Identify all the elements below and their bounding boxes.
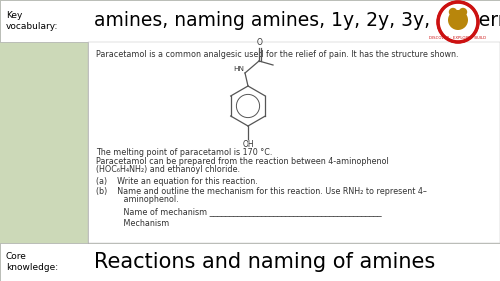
Text: HN: HN: [233, 66, 244, 72]
Text: amines, naming amines, 1y, 2y, 3y, quaternary: amines, naming amines, 1y, 2y, 3y, quate…: [94, 12, 500, 31]
Text: Key
vocabulary:: Key vocabulary:: [6, 11, 59, 31]
Bar: [0, 0, 500, 42]
Text: (b)    Name and outline the mechanism for this reaction. Use RNH₂ to represent 4: (b) Name and outline the mechanism for t…: [96, 187, 427, 196]
Text: O: O: [257, 38, 263, 47]
Text: Mechanism: Mechanism: [96, 219, 169, 228]
Circle shape: [438, 2, 478, 42]
Circle shape: [448, 10, 468, 30]
Circle shape: [450, 8, 456, 15]
Text: (a)    Write an equation for this reaction.: (a) Write an equation for this reaction.: [96, 177, 258, 186]
Text: DISCOVER · EXPLORE · BUILD: DISCOVER · EXPLORE · BUILD: [430, 36, 486, 40]
Text: OH: OH: [242, 140, 254, 149]
Text: Core
knowledge:: Core knowledge:: [6, 252, 58, 272]
Text: Paracetamol is a common analgesic used for the relief of pain. It has the struct: Paracetamol is a common analgesic used f…: [96, 50, 459, 59]
Text: (HOC₆H₄NH₂) and ethanoyl chloride.: (HOC₆H₄NH₂) and ethanoyl chloride.: [96, 165, 240, 174]
Text: aminophenol.: aminophenol.: [96, 195, 178, 204]
Bar: [88, 42, 500, 243]
Bar: [0, 243, 500, 281]
Circle shape: [460, 8, 466, 15]
Text: Paracetamol can be prepared from the reaction between 4-aminophenol: Paracetamol can be prepared from the rea…: [96, 157, 389, 166]
Text: The melting point of paracetamol is 170 °C.: The melting point of paracetamol is 170 …: [96, 148, 272, 157]
Text: Name of mechanism ___________________________________________: Name of mechanism ______________________…: [96, 207, 382, 216]
Text: Reactions and naming of amines: Reactions and naming of amines: [94, 252, 435, 272]
